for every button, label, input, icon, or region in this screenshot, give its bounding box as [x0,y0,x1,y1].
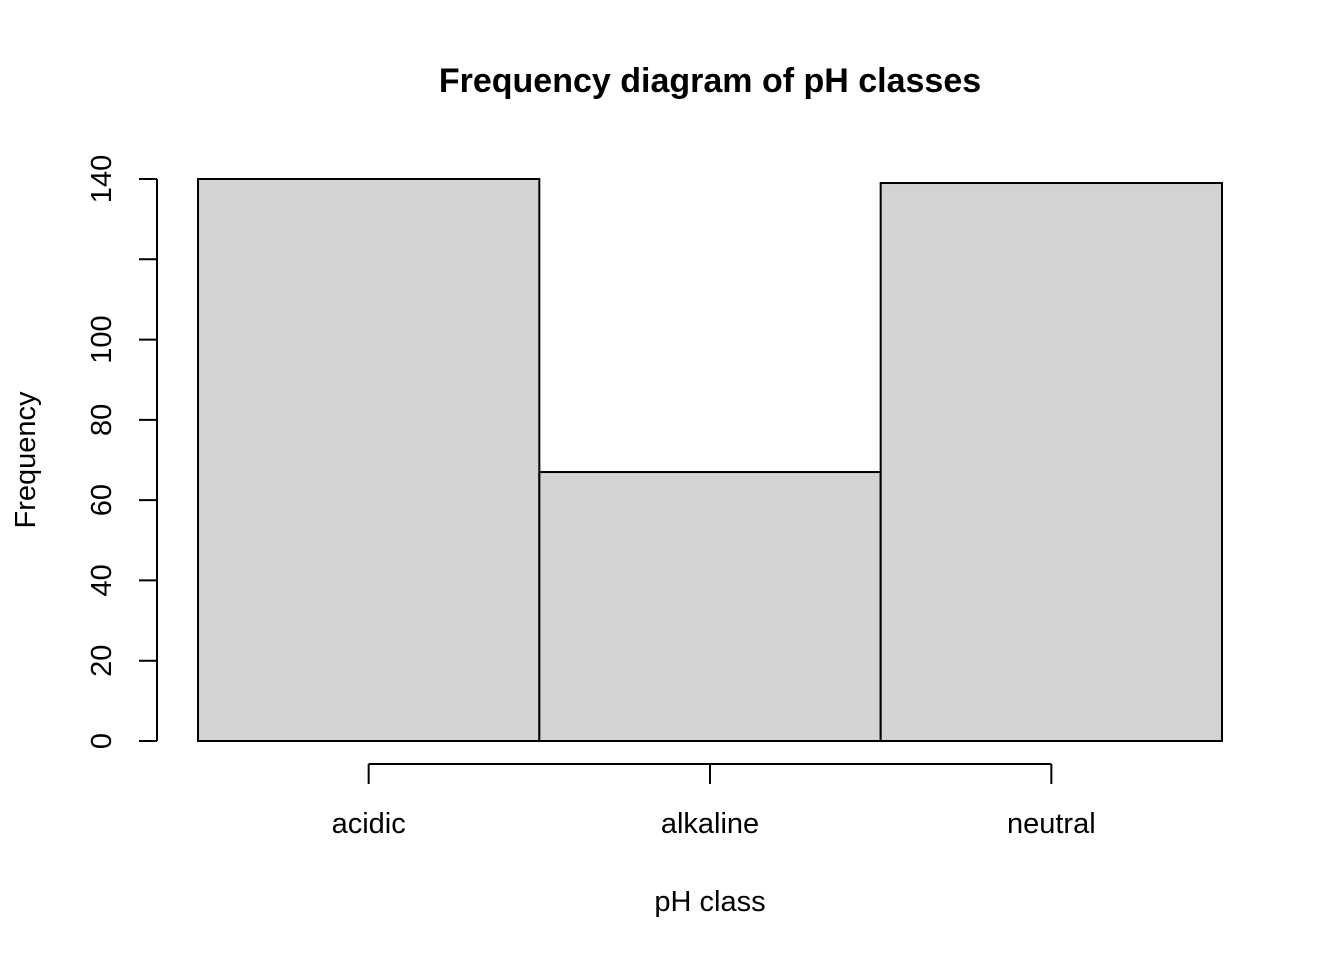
bars-group [197,178,1224,742]
bar-neutral [879,182,1224,742]
x-tick-label-neutral: neutral [1007,808,1096,840]
x-axis: acidic alkaline neutral [332,763,1096,840]
y-tick-label: 20 [86,645,118,677]
y-axis: 0 20 40 60 80 100 140 [86,155,158,749]
y-tick-label: 80 [86,404,118,436]
y-axis-label: Frequency [10,391,42,529]
y-tick-label: 40 [86,564,118,596]
x-tick-label-alkaline: alkaline [661,808,759,840]
x-tick-label-acidic: acidic [332,808,406,840]
y-tick-label: 0 [86,733,118,749]
bar-alkaline [538,471,882,742]
bar-acidic [197,178,541,742]
y-tick-label: 140 [86,155,118,203]
x-axis-label: pH class [654,886,765,918]
y-tick-label: 100 [86,315,118,363]
y-tick-label: 60 [86,484,118,516]
chart-title: Frequency diagram of pH classes [439,62,981,100]
